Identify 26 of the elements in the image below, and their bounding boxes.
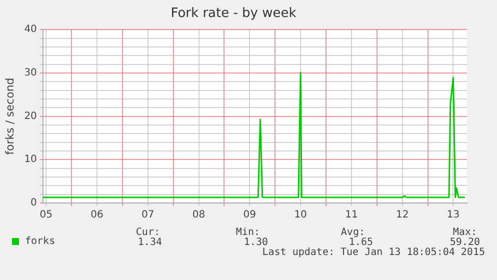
x-tick-label: 12	[396, 210, 409, 221]
text: 1.65	[348, 237, 373, 248]
y-tick-label: 30	[24, 68, 37, 79]
text: 1.34	[136, 237, 162, 248]
y-tick-label: 20	[24, 110, 37, 122]
y-axis-title: forks / second	[3, 78, 16, 155]
y-tick-label: 10	[24, 154, 37, 166]
x-tick-label: 09	[243, 210, 256, 221]
x-tick-label: 13	[446, 210, 460, 221]
text: 1.30	[242, 237, 268, 248]
y-tick-label: 0	[30, 198, 37, 209]
y-tick-label: 40	[24, 24, 37, 36]
x-tick-label: 07	[142, 210, 154, 221]
chart-title: Fork rate - by week	[170, 6, 297, 22]
text: Avg:	[340, 227, 365, 238]
text: Min:	[234, 227, 260, 238]
x-tick-label: 10	[294, 210, 307, 221]
text: Max:	[452, 227, 477, 238]
x-tick-label: 06	[90, 210, 104, 221]
text: 59.20	[450, 237, 480, 248]
x-tick-label: 11	[345, 210, 358, 221]
x-tick-label: 05	[40, 210, 52, 221]
x-tick-label: 08	[192, 210, 206, 221]
text: Cur:	[134, 227, 160, 238]
legend-label: forks	[25, 236, 56, 247]
text: Last update: Tue Jan 13 18:05:04 2015	[261, 247, 485, 258]
